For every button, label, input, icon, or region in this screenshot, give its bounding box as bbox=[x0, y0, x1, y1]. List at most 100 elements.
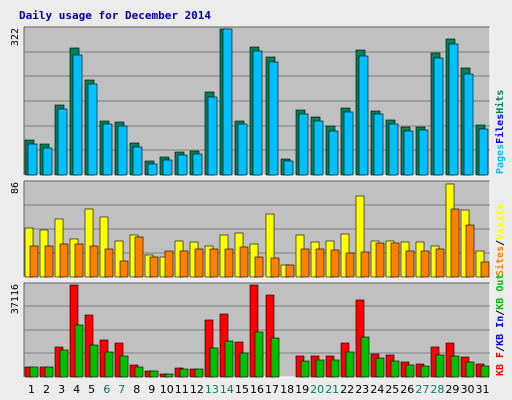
legend-entry: KB F bbox=[495, 352, 506, 376]
x-tick-label-7: 7 bbox=[118, 383, 125, 396]
panel-visits-sites: 86 Sites/Visits bbox=[10, 180, 506, 278]
bar-kb-out-27 bbox=[420, 365, 430, 378]
bar-sites-19 bbox=[300, 248, 310, 278]
bar-pages-29 bbox=[448, 43, 459, 176]
bar-sites-12 bbox=[194, 248, 204, 278]
y-max-label: 37116 bbox=[10, 284, 21, 314]
bar-sites-3 bbox=[59, 243, 69, 278]
bar-kb-out-2 bbox=[44, 366, 54, 378]
bar-kb-out-3 bbox=[59, 349, 69, 378]
bar-pages-27 bbox=[418, 129, 429, 176]
bar-sites-9 bbox=[149, 256, 159, 278]
bar-pages-21 bbox=[328, 130, 339, 176]
bar-sites-6 bbox=[104, 248, 114, 278]
bar-pages-7 bbox=[117, 125, 128, 176]
bar-pages-13 bbox=[207, 96, 218, 176]
bar-pages-24 bbox=[373, 113, 384, 176]
bar-kb-f-16 bbox=[249, 284, 259, 378]
bar-sites-29 bbox=[450, 208, 460, 278]
bar-sites-1 bbox=[29, 245, 39, 278]
bar-kb-out-15 bbox=[239, 352, 249, 378]
bar-kb-out-23 bbox=[360, 336, 370, 378]
bar-sites-18 bbox=[285, 264, 295, 278]
legend-entry: / bbox=[495, 346, 506, 352]
bar-sites-11 bbox=[179, 250, 189, 278]
bar-pages-22 bbox=[343, 111, 354, 176]
bar-pages-14 bbox=[222, 28, 233, 176]
bar-sites-14 bbox=[224, 248, 234, 278]
bar-pages-2 bbox=[42, 147, 53, 176]
x-tick-label-15: 15 bbox=[235, 383, 249, 396]
bar-sites-17 bbox=[270, 257, 280, 278]
legend-visits-sites: Sites/Visits bbox=[494, 204, 506, 276]
bar-sites-20 bbox=[315, 248, 325, 278]
legend-entry: Pages bbox=[495, 144, 506, 174]
bar-kb-out-22 bbox=[345, 351, 355, 378]
bar-visits-5 bbox=[84, 208, 94, 278]
bar-visits-7 bbox=[114, 240, 124, 278]
y-max-label: 86 bbox=[10, 182, 21, 194]
x-tick-label-24: 24 bbox=[370, 383, 384, 396]
bar-kb-out-5 bbox=[89, 344, 99, 378]
bar-pages-10 bbox=[162, 159, 173, 176]
panel-hits-files-pages: 322 PagesFilesHits bbox=[10, 26, 506, 176]
x-tick-label-1: 1 bbox=[28, 383, 35, 396]
bar-sites-28 bbox=[435, 248, 445, 278]
x-tick-label-5: 5 bbox=[88, 383, 95, 396]
legend-entry: Files bbox=[494, 114, 506, 144]
x-tick-label-4: 4 bbox=[73, 383, 80, 396]
bar-pages-30 bbox=[463, 73, 474, 176]
bar-pages-1 bbox=[27, 143, 38, 176]
x-tick-label-27: 27 bbox=[415, 383, 429, 396]
bar-kb-out-4 bbox=[74, 324, 84, 378]
bar-sites-26 bbox=[405, 250, 415, 278]
bar-kb-out-29 bbox=[450, 355, 460, 378]
chart-title: Daily usage for December 2014 bbox=[19, 9, 211, 22]
legend-kbin-kbout: KB F/KB In/KB Out bbox=[495, 274, 506, 376]
bar-pages-26 bbox=[403, 130, 414, 176]
bar-pages-8 bbox=[132, 146, 143, 176]
y-max-label: 322 bbox=[10, 28, 21, 46]
x-tick-label-25: 25 bbox=[385, 383, 399, 396]
bar-pages-18 bbox=[283, 160, 294, 176]
x-tick-label-30: 30 bbox=[461, 383, 475, 396]
bar-pages-31 bbox=[478, 128, 489, 176]
x-tick-label-14: 14 bbox=[220, 383, 234, 396]
x-tick-label-29: 29 bbox=[445, 383, 459, 396]
x-tick-label-10: 10 bbox=[160, 383, 174, 396]
bar-kb-out-16 bbox=[254, 331, 264, 378]
legend-entry: KB In bbox=[495, 316, 506, 346]
bar-sites-10 bbox=[164, 250, 174, 278]
bar-pages-6 bbox=[102, 123, 113, 176]
bar-sites-30 bbox=[465, 224, 475, 278]
x-tick-label-31: 31 bbox=[476, 383, 490, 396]
x-tick-label-9: 9 bbox=[148, 383, 155, 396]
x-tick-label-23: 23 bbox=[355, 383, 369, 396]
bar-kb-out-28 bbox=[435, 354, 445, 378]
bar-pages-9 bbox=[147, 163, 158, 176]
bar-kb-out-17 bbox=[270, 337, 280, 378]
legend-entry: / bbox=[495, 310, 506, 316]
bar-pages-3 bbox=[57, 108, 68, 176]
bar-sites-21 bbox=[330, 249, 340, 278]
bar-pages-17 bbox=[268, 61, 279, 176]
bar-kb-out-13 bbox=[209, 347, 219, 378]
bar-sites-27 bbox=[420, 250, 430, 278]
legend-entry: KB Out bbox=[495, 274, 506, 310]
bar-kb-out-11 bbox=[179, 368, 189, 378]
bar-kb-out-20 bbox=[315, 359, 325, 378]
x-tick-label-13: 13 bbox=[205, 383, 219, 396]
x-tick-label-11: 11 bbox=[175, 383, 189, 396]
x-tick-label-2: 2 bbox=[43, 383, 50, 396]
bar-kb-f-17 bbox=[265, 294, 275, 378]
bar-pages-15 bbox=[237, 123, 248, 176]
bar-sites-25 bbox=[390, 242, 400, 278]
x-tick-label-28: 28 bbox=[430, 383, 444, 396]
bar-sites-22 bbox=[345, 252, 355, 278]
bar-pages-12 bbox=[192, 153, 203, 176]
bar-pages-5 bbox=[87, 83, 98, 176]
bar-kb-out-6 bbox=[104, 351, 114, 378]
x-tick-label-8: 8 bbox=[133, 383, 140, 396]
bar-sites-23 bbox=[360, 251, 370, 278]
